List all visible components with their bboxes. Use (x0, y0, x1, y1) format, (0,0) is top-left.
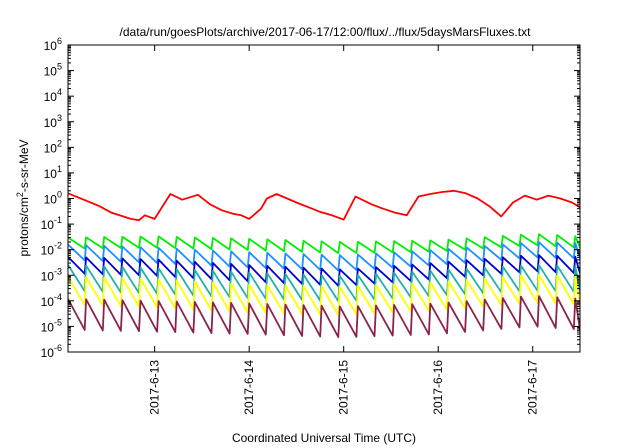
y-tick-label: 100 (44, 190, 62, 207)
x-tick-label: 2017-6-16 (431, 360, 445, 415)
series-line (68, 189, 580, 222)
series-line (68, 295, 580, 338)
y-tick-label: 10-4 (41, 292, 62, 309)
series-line (68, 233, 580, 254)
series-line (68, 273, 580, 316)
series-line (68, 241, 580, 272)
series-line (68, 254, 580, 287)
x-tick-label: 2017-6-17 (526, 360, 540, 415)
y-tick-label: 103 (44, 113, 62, 130)
y-axis-label: protons/cm2-s-sr-MeV (15, 139, 31, 256)
y-tick-label: 10-1 (41, 215, 62, 232)
y-tick-label: 104 (44, 87, 62, 104)
x-tick-label: 2017-6-13 (148, 360, 162, 415)
x-tick-label: 2017-6-15 (337, 360, 351, 415)
y-tick-label: 101 (44, 164, 62, 181)
y-tick-label: 10-5 (41, 317, 62, 334)
x-axis-label: Coordinated Universal Time (UTC) (232, 431, 416, 445)
chart-title: /data/run/goesPlots/archive/2017-06-17/1… (120, 25, 532, 39)
x-tick-label: 2017-6-14 (242, 360, 256, 415)
y-tick-label: 10-2 (41, 241, 62, 258)
y-tick-label: 106 (44, 36, 62, 53)
y-tick-label: 102 (44, 138, 62, 155)
y-tick-label: 10-3 (41, 266, 62, 283)
y-tick-label: 105 (44, 62, 62, 79)
y-tick-label: 10-6 (41, 343, 62, 360)
